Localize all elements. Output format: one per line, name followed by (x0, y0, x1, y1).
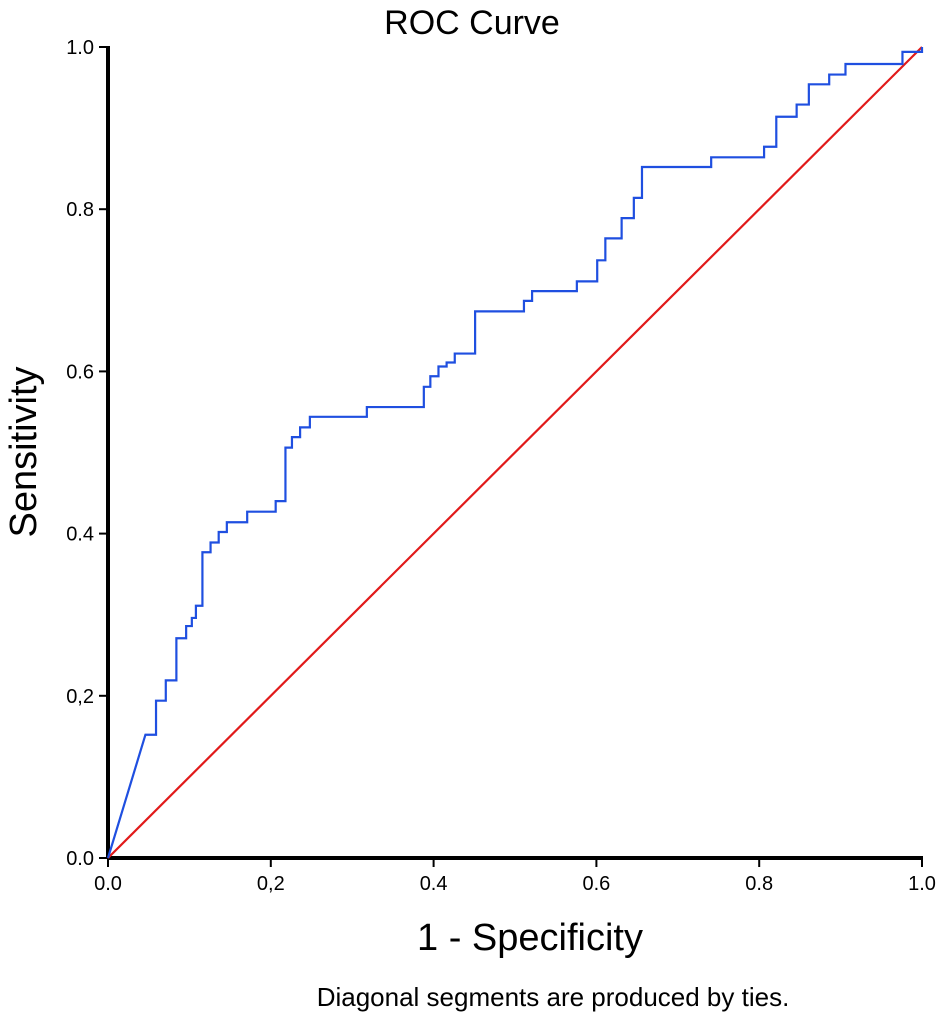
x-tick-label: 0.4 (420, 873, 448, 895)
y-tick-label: 0.0 (66, 848, 94, 870)
roc-curve-line (106, 47, 924, 859)
chart-title: ROC Curve (384, 4, 560, 42)
y-tick-label: 0.4 (66, 524, 94, 546)
chart-footnote: Diagonal segments are produced by ties. (317, 982, 790, 1012)
x-tick-label: 0.6 (582, 873, 610, 895)
x-tick-label: 0.0 (94, 873, 122, 895)
reference-line-line (107, 46, 923, 859)
plot-area: 0.0 0,2 0.4 0.6 0.8 1.0 0.0 0,2 0.4 0.6 0.8 1.0 (66, 37, 936, 895)
x-tick-label: 0.8 (745, 873, 773, 895)
y-tick-label: 1.0 (66, 37, 94, 59)
x-tick-label: 0,2 (257, 873, 285, 895)
y-tick-label: 0,2 (66, 686, 94, 708)
y-axis-label: Sensitivity (3, 366, 45, 537)
y-tick-label: 0.6 (66, 361, 94, 383)
x-tick-label: 1.0 (908, 873, 936, 895)
y-tick-label: 0.8 (66, 199, 94, 221)
x-axis-label: 1 - Specificity (417, 917, 643, 959)
